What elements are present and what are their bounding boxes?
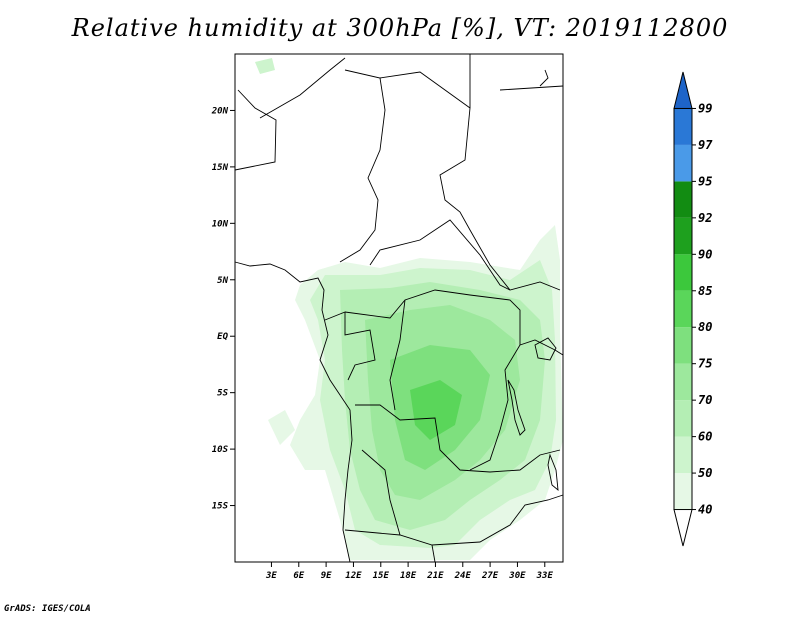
latitude-axis: 20N 15N 10N 5N EQ 5S 10S 15S [211, 106, 235, 512]
lon-tick-label: 21E [426, 571, 444, 581]
lat-tick-label: 20N [211, 106, 229, 116]
colorbar-label: 90 [698, 247, 712, 261]
colorbar-label: 92 [698, 211, 712, 225]
lon-tick-label: 30E [508, 571, 526, 581]
border-north-1 [234, 89, 277, 171]
colorbar-box [674, 327, 692, 364]
humidity-patch-sw [268, 410, 295, 445]
colorbar-label: 80 [698, 320, 712, 334]
border-north-2 [259, 57, 346, 119]
coastline-west-africa [234, 261, 353, 563]
lon-tick-label: 15E [373, 571, 390, 581]
colorbar: 99 97 95 92 90 85 80 75 70 60 50 40 [673, 71, 713, 547]
border-south-1 [355, 404, 561, 473]
colorbar-box [674, 436, 692, 474]
border-north-4 [379, 71, 511, 291]
lon-tick-label: 33E [536, 571, 554, 581]
colorbar-box [674, 290, 692, 328]
colorbar-label: 50 [698, 466, 712, 480]
colorbar-box [674, 108, 692, 145]
lake-victoria [534, 337, 557, 361]
lon-tick-label: 24E [454, 571, 472, 581]
lon-tick-label: 3E [265, 571, 277, 581]
lon-tick-label: 6E [293, 571, 304, 581]
border-south-4 [431, 544, 436, 563]
border-mid-1 [369, 219, 561, 291]
colorbar-box [674, 254, 692, 291]
country-borders [234, 54, 564, 563]
colorbar-label: 95 [698, 174, 712, 188]
colorbar-label: 85 [698, 284, 712, 298]
border-south-3 [344, 494, 564, 546]
colorbar-box-top-arrow [673, 71, 693, 109]
lon-tick-label: 12E [345, 571, 362, 581]
border-mid-4 [389, 299, 406, 411]
coastline-east [539, 69, 549, 87]
lon-tick-label: 9E [321, 571, 332, 581]
lake-tanganyika [507, 379, 526, 436]
colorbar-label: 97 [698, 138, 713, 152]
lat-tick-label: EQ [217, 332, 228, 342]
lon-tick-label: 27E [481, 571, 499, 581]
border-east-1 [519, 339, 564, 356]
colorbar-label: 60 [698, 430, 712, 444]
colorbar-box [674, 217, 692, 255]
chart-title: Relative humidity at 300hPa [%], VT: 201… [71, 14, 729, 42]
lat-tick-label: 5N [217, 276, 228, 286]
colorbar-box [674, 400, 692, 437]
lat-tick-label: 10N [212, 219, 229, 229]
humidity-patch-nw [255, 58, 275, 74]
border-south-2 [361, 449, 401, 536]
lat-tick-label: 15S [212, 502, 229, 512]
colorbar-box-bottom-arrow [673, 509, 693, 547]
humidity-shading [255, 58, 563, 560]
lake-malawi [547, 453, 559, 492]
lat-tick-label: 5S [217, 389, 228, 399]
colorbar-box [674, 363, 692, 401]
lon-tick-label: 18E [400, 571, 417, 581]
lat-tick-label: 10S [212, 445, 229, 455]
colorbar-box [674, 473, 692, 510]
border-north-6 [499, 85, 564, 91]
longitude-axis: 3E 6E 9E 12E 15E 18E 21E 24E 27E 30E 33E [265, 562, 553, 581]
colorbar-box [674, 144, 692, 182]
border-mid-3 [324, 311, 376, 381]
colorbar-label: 70 [698, 393, 712, 407]
map-frame [234, 53, 564, 563]
humidity-region-85 [410, 380, 462, 440]
colorbar-label: 75 [698, 357, 712, 371]
colorbar-label: 40 [698, 503, 712, 517]
colorbar-label: 99 [698, 101, 712, 115]
colorbar-box [674, 181, 692, 218]
colorbar-outline [673, 107, 693, 511]
credit-label: GrADS: IGES/COLA [4, 604, 91, 614]
border-north-3 [339, 69, 386, 263]
lat-tick-label: 15N [212, 163, 229, 173]
